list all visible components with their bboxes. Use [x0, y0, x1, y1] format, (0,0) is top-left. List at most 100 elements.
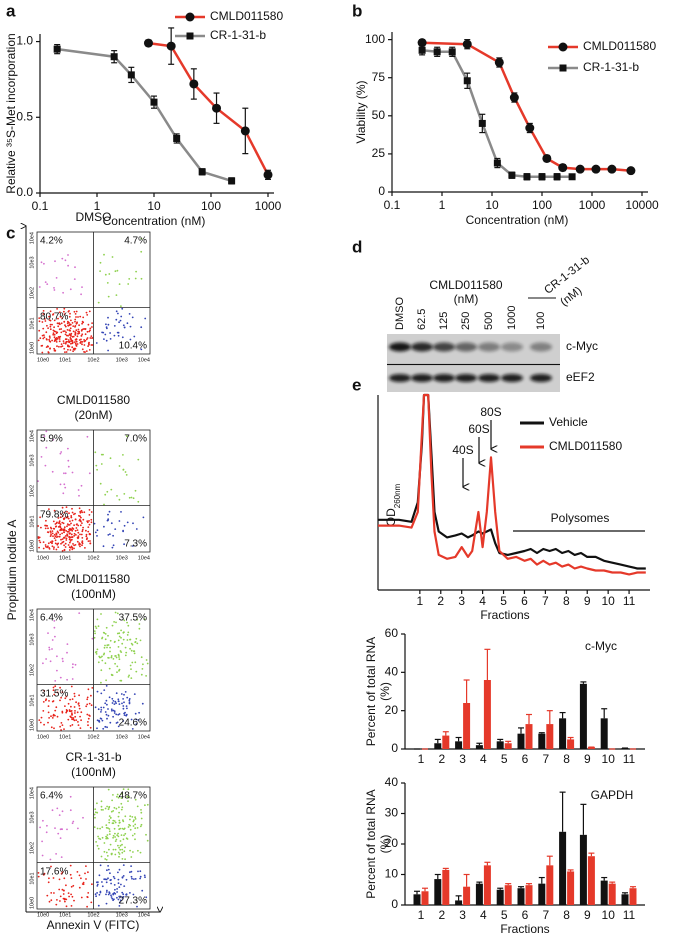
data-point	[494, 57, 504, 67]
event-dot	[81, 333, 84, 336]
error-bar	[538, 876, 545, 884]
event-dot	[93, 636, 96, 639]
event-dot	[84, 339, 87, 342]
fit-line	[148, 41, 270, 176]
y-tick-label: 60	[385, 626, 399, 640]
event-dot	[54, 330, 57, 333]
event-dot	[103, 503, 105, 506]
event-dot	[84, 872, 86, 875]
event-dot	[98, 656, 101, 659]
band	[411, 342, 433, 352]
event-dot	[51, 470, 54, 473]
event-dot	[53, 727, 55, 730]
event-dot	[106, 646, 108, 649]
event-dot	[86, 703, 89, 706]
event-dot	[76, 529, 79, 531]
event-dot	[109, 646, 111, 649]
event-dot	[134, 827, 137, 830]
event-dot	[108, 833, 111, 835]
event-dot	[140, 811, 143, 814]
error-bar	[630, 886, 636, 889]
event-dot	[113, 621, 115, 623]
x-tick-label: 3	[458, 594, 465, 608]
event-dot	[59, 452, 62, 455]
event-dot	[115, 692, 118, 695]
event-dot	[140, 237, 143, 240]
event-dot	[55, 525, 58, 528]
error-bar	[609, 881, 616, 884]
event-dot	[65, 506, 68, 508]
event-dot	[127, 283, 130, 285]
event-dot	[117, 871, 119, 874]
event-dot	[65, 884, 67, 887]
event-dot	[70, 885, 73, 888]
event-dot	[57, 526, 60, 528]
x-tick-label: 5	[501, 908, 508, 922]
event-dot	[123, 524, 126, 527]
event-dot	[49, 328, 52, 331]
event-dot	[45, 831, 48, 834]
event-dot	[68, 538, 71, 541]
event-dot	[45, 519, 47, 522]
x-tick-label: 3	[459, 752, 466, 766]
event-dot	[129, 828, 132, 831]
event-dot	[98, 719, 100, 722]
event-dot	[109, 533, 111, 535]
y-tick-label: 10e2	[29, 664, 35, 676]
event-dot	[55, 532, 58, 535]
event-dot	[65, 898, 68, 901]
event-dot	[60, 722, 63, 724]
x-tick-label: 9	[584, 594, 591, 608]
event-dot	[124, 711, 126, 714]
event-dot	[126, 621, 128, 624]
event-dot	[100, 808, 103, 811]
event-dot	[88, 330, 91, 333]
event-dot	[50, 715, 52, 718]
event-dot	[87, 721, 89, 723]
event-dot	[87, 526, 90, 528]
event-dot	[63, 536, 66, 539]
event-dot	[135, 637, 138, 640]
event-dot	[126, 435, 128, 438]
event-dot	[123, 828, 125, 831]
x-tick-label: 10e0	[37, 555, 49, 561]
event-dot	[124, 471, 127, 473]
event-dot	[79, 510, 82, 513]
event-dot	[73, 532, 76, 535]
event-dot	[70, 877, 73, 879]
event-dot	[65, 695, 68, 698]
event-dot	[96, 690, 99, 693]
event-dot	[72, 325, 75, 327]
event-dot	[138, 627, 141, 630]
event-dot	[139, 851, 142, 854]
event-dot	[94, 531, 97, 534]
event-dot	[86, 905, 88, 908]
y-tick-label: 40	[385, 665, 399, 679]
event-dot	[108, 273, 111, 275]
event-dot	[141, 668, 144, 670]
event-dot	[102, 706, 105, 709]
x-tick-label: 10e2	[87, 555, 99, 561]
event-dot	[87, 892, 90, 894]
event-dot	[106, 282, 109, 284]
event-dot	[80, 520, 82, 523]
event-dot	[111, 709, 113, 712]
event-dot	[84, 351, 86, 353]
event-dot	[134, 489, 137, 492]
event-dot	[74, 663, 77, 666]
event-dot	[106, 855, 109, 857]
event-dot	[115, 713, 118, 716]
event-dot	[73, 341, 76, 343]
event-dot	[61, 532, 63, 535]
event-dot	[115, 294, 118, 296]
y-tick-label: 10e1	[29, 694, 35, 706]
lane-label: DMSO	[394, 297, 406, 330]
band-label: c-Myc	[566, 339, 598, 353]
event-dot	[67, 324, 70, 327]
event-dot	[128, 278, 131, 280]
event-dot	[67, 447, 69, 450]
event-dot	[54, 714, 56, 717]
event-dot	[77, 328, 80, 331]
event-dot	[74, 339, 77, 341]
event-dot	[132, 893, 135, 896]
